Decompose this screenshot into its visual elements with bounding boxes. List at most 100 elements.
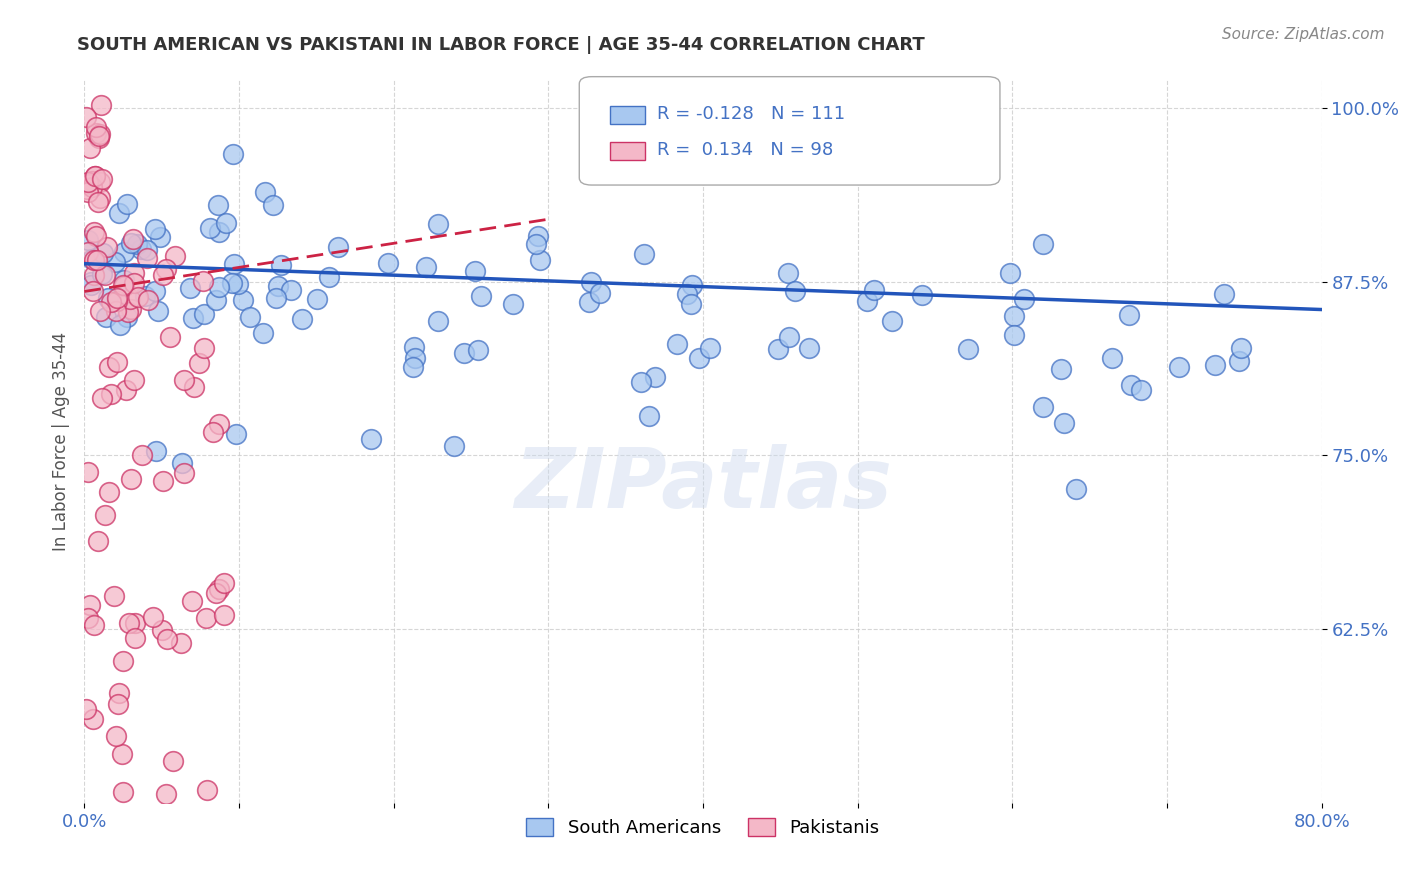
- Point: [193, 342, 215, 356]
- Point: [665, 336, 688, 351]
- Point: [152, 268, 174, 282]
- Point: [195, 783, 218, 797]
- Point: [205, 293, 228, 307]
- Point: [1000, 266, 1022, 280]
- Point: [131, 449, 153, 463]
- Point: [1049, 362, 1071, 376]
- Point: [96, 240, 118, 254]
- Point: [443, 439, 465, 453]
- Point: [208, 225, 231, 239]
- Point: [464, 264, 486, 278]
- Point: [75, 702, 97, 716]
- Point: [183, 310, 205, 325]
- Point: [112, 654, 135, 668]
- Point: [502, 296, 524, 310]
- Point: [1052, 416, 1074, 430]
- Point: [84, 169, 107, 184]
- Point: [524, 237, 547, 252]
- Point: [588, 286, 610, 301]
- Point: [267, 279, 290, 293]
- Point: [163, 249, 186, 263]
- Point: [83, 268, 105, 282]
- Point: [105, 303, 128, 318]
- Point: [75, 110, 97, 124]
- Point: [207, 198, 229, 212]
- Point: [155, 632, 177, 646]
- Point: [1227, 353, 1250, 368]
- Point: [143, 221, 166, 235]
- Point: [129, 242, 152, 256]
- Point: [77, 465, 100, 479]
- Point: [1118, 309, 1140, 323]
- Point: [318, 269, 340, 284]
- Point: [124, 615, 146, 630]
- Point: [862, 283, 884, 297]
- Point: [214, 576, 236, 591]
- Point: [1230, 341, 1253, 355]
- Point: [766, 343, 789, 357]
- Point: [187, 356, 209, 370]
- Point: [681, 278, 703, 293]
- Point: [146, 304, 169, 318]
- Point: [1002, 327, 1025, 342]
- Point: [82, 285, 104, 299]
- Point: [112, 245, 135, 260]
- Point: [191, 274, 214, 288]
- Point: [118, 615, 141, 630]
- Point: [676, 287, 699, 301]
- Point: [93, 268, 115, 283]
- Text: R =  0.134   N = 98: R = 0.134 N = 98: [657, 141, 834, 159]
- Point: [124, 631, 146, 645]
- Point: [169, 636, 191, 650]
- Point: [208, 582, 231, 597]
- Point: [404, 340, 426, 354]
- Point: [254, 186, 277, 200]
- Point: [699, 341, 721, 355]
- Point: [527, 229, 550, 244]
- Point: [89, 175, 111, 189]
- Point: [778, 329, 800, 343]
- Point: [112, 273, 135, 287]
- Point: [104, 255, 127, 269]
- Point: [360, 432, 382, 446]
- Point: [155, 261, 177, 276]
- Point: [208, 417, 231, 431]
- Point: [679, 297, 702, 311]
- Point: [957, 342, 980, 356]
- Point: [90, 391, 112, 405]
- Point: [107, 697, 129, 711]
- Point: [205, 586, 228, 600]
- Point: [87, 534, 110, 549]
- Point: [183, 379, 205, 393]
- Point: [214, 216, 236, 230]
- Point: [222, 146, 245, 161]
- Point: [252, 326, 274, 340]
- Point: [1130, 383, 1153, 397]
- Point: [89, 304, 111, 318]
- Point: [262, 198, 284, 212]
- Point: [90, 98, 112, 112]
- Point: [404, 351, 426, 365]
- Point: [77, 611, 100, 625]
- Point: [401, 360, 423, 375]
- Point: [172, 456, 194, 470]
- Point: [783, 284, 806, 298]
- Point: [91, 267, 114, 281]
- Point: [83, 225, 105, 239]
- Point: [181, 594, 204, 608]
- Point: [111, 278, 134, 293]
- Point: [427, 217, 450, 231]
- Point: [208, 280, 231, 294]
- Point: [1101, 351, 1123, 365]
- Point: [1213, 286, 1236, 301]
- Point: [630, 375, 652, 389]
- Point: [467, 343, 489, 357]
- Point: [82, 174, 104, 188]
- Point: [93, 245, 115, 260]
- Point: [173, 466, 195, 480]
- Point: [1032, 237, 1054, 252]
- Point: [200, 221, 222, 235]
- Point: [415, 260, 437, 274]
- Point: [326, 240, 349, 254]
- Point: [87, 128, 110, 143]
